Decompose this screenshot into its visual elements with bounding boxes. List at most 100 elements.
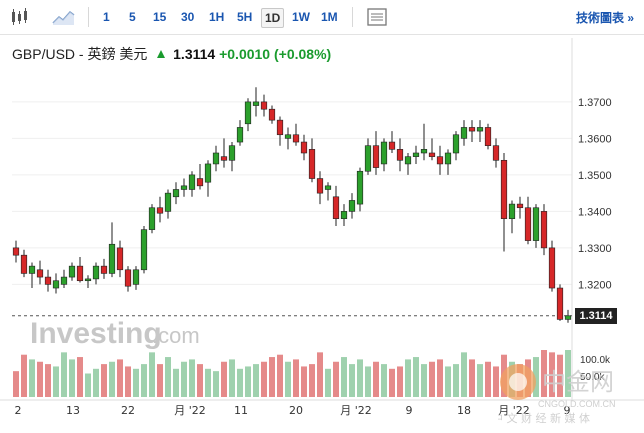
- candle-body: [156, 207, 164, 214]
- volume-bar: [301, 366, 307, 397]
- watermark-brand: Investing: [30, 317, 162, 350]
- x-tick-label: 20: [289, 404, 303, 417]
- timeframe-5[interactable]: 5: [129, 10, 136, 24]
- candle-body: [372, 145, 380, 168]
- candle: [516, 196, 524, 219]
- candle: [300, 134, 308, 161]
- settings-panel-icon[interactable]: [364, 6, 390, 28]
- candle-body: [548, 247, 556, 289]
- candle: [532, 204, 540, 248]
- candle: [20, 249, 28, 278]
- candle: [44, 269, 52, 292]
- volume-axis-label: 100.0k: [580, 355, 611, 366]
- candle-body: [420, 149, 428, 154]
- volume-bar: [13, 371, 19, 397]
- timeframe-1m[interactable]: 1M: [321, 10, 338, 24]
- candle: [236, 120, 244, 146]
- pair-name: GBP/USD - 英鎊 美元: [12, 46, 148, 62]
- candle-body: [460, 127, 468, 139]
- candle-body: [212, 152, 220, 165]
- volume-bar: [149, 352, 155, 397]
- candle: [220, 138, 228, 168]
- candle: [500, 152, 508, 252]
- x-tick-label: 18: [457, 404, 471, 417]
- volume-bar: [125, 366, 131, 397]
- candle: [556, 284, 564, 321]
- candle: [60, 269, 68, 289]
- volume-bar: [93, 368, 99, 397]
- candlestick-chart-icon[interactable]: [6, 6, 32, 28]
- y-tick-label: 1.3300: [578, 243, 612, 255]
- candle-body: [268, 108, 276, 121]
- timeframe-15[interactable]: 15: [153, 10, 167, 24]
- candle: [564, 309, 572, 323]
- volume-bar: [437, 359, 443, 397]
- candle: [436, 145, 444, 175]
- volume-bar: [229, 359, 235, 397]
- x-tick-label: 月 '22: [498, 404, 530, 417]
- cngold-url: CNGOLD.COM.CN: [538, 399, 616, 409]
- technical-chart-link[interactable]: 技術圖表 »: [575, 11, 634, 25]
- candle: [524, 196, 532, 245]
- candle-body: [60, 276, 68, 285]
- x-tick-label: 9: [406, 404, 413, 417]
- volume-bar: [565, 350, 571, 397]
- timeframe-30[interactable]: 30: [181, 10, 195, 24]
- timeframe-5h[interactable]: 5H: [237, 10, 253, 24]
- price-change-percent: (+0.08%): [273, 46, 332, 62]
- candle: [244, 98, 252, 132]
- volume-bar: [237, 368, 243, 397]
- candle: [428, 138, 436, 161]
- volume-bar: [421, 364, 427, 397]
- cngold-subtitle: 中 文 财 经 新 媒 体: [498, 411, 590, 425]
- y-tick-label: 1.3400: [578, 206, 612, 218]
- candle-body: [524, 207, 532, 241]
- last-price: 1.3114: [173, 46, 216, 62]
- timeframe-1w[interactable]: 1W: [292, 10, 310, 24]
- candle: [340, 204, 348, 226]
- candle-body: [508, 203, 516, 219]
- candle-body: [124, 269, 132, 287]
- candle: [292, 123, 300, 146]
- candle: [308, 138, 316, 183]
- volume-bar: [173, 368, 179, 397]
- volume-bar: [389, 368, 395, 397]
- volume-bar: [325, 368, 331, 397]
- x-tick-label: 月 '22: [340, 404, 372, 417]
- toolbar-separator: [88, 7, 89, 27]
- volume-bar: [221, 361, 227, 397]
- volume-bar: [205, 368, 211, 397]
- candle-body: [68, 265, 76, 278]
- candle-body: [180, 185, 188, 190]
- candle-body: [532, 207, 540, 241]
- volume-bar: [181, 361, 187, 397]
- volume-bar: [293, 359, 299, 397]
- candle: [180, 178, 188, 197]
- candle: [148, 204, 156, 234]
- candle: [324, 182, 332, 201]
- candle: [364, 138, 372, 175]
- candle: [132, 266, 140, 290]
- candle-body: [244, 101, 252, 125]
- volume-bar: [549, 352, 555, 397]
- candle: [204, 160, 212, 197]
- volume-bar: [245, 366, 251, 397]
- timeframe-1d[interactable]: 1D: [261, 8, 285, 28]
- volume-bar: [85, 373, 91, 397]
- volume-bar: [333, 361, 339, 397]
- area-chart-icon[interactable]: [50, 6, 76, 28]
- volume-bar: [485, 361, 491, 397]
- volume-bar: [461, 352, 467, 397]
- y-tick-label: 1.3500: [578, 170, 612, 182]
- volume-axis-label: 50.0k: [580, 372, 605, 383]
- candle: [36, 260, 44, 285]
- candle-body: [172, 189, 180, 198]
- candle: [252, 87, 260, 117]
- volume-bar: [469, 359, 475, 397]
- candle: [116, 240, 124, 278]
- timeframe-1[interactable]: 1: [103, 10, 110, 24]
- timeframe-1h[interactable]: 1H: [209, 10, 225, 24]
- candle-body: [412, 152, 420, 157]
- volume-bar: [77, 357, 83, 397]
